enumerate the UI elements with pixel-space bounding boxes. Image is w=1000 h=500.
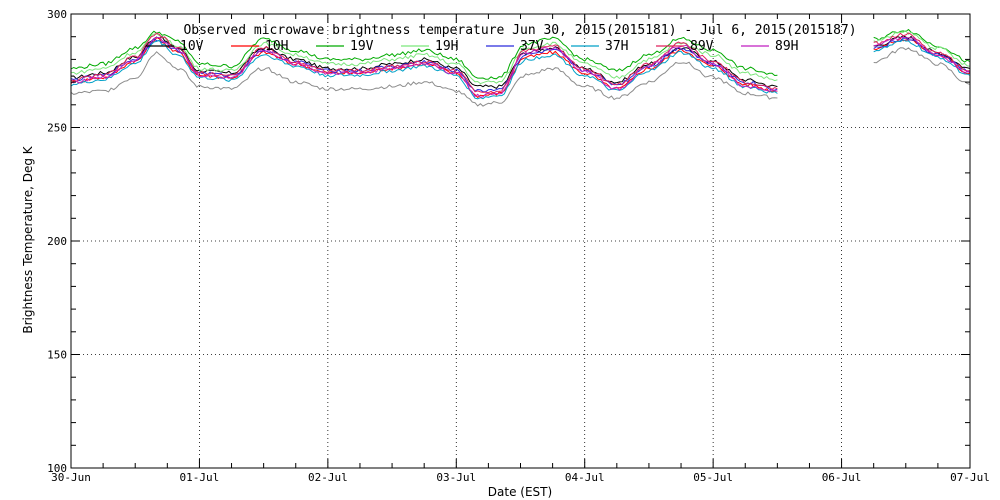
legend-item-37h: 37H <box>571 39 628 54</box>
tick-labels: 100 150 200 250 300 30-Jun 01-Jul 02-Jul 03-Jul 0… <box>47 8 990 484</box>
series-line-19h <box>70 30 971 85</box>
x-tick-label: 05-Jul <box>693 471 733 484</box>
legend-label: 10H <box>265 39 288 54</box>
y-tick-label: 150 <box>47 349 67 362</box>
x-tick-label: 01-Jul <box>180 471 220 484</box>
legend-item-10h: 10H <box>231 39 288 54</box>
x-tick-label: 07-Jul <box>950 471 990 484</box>
x-tick-label: 03-Jul <box>436 471 476 484</box>
x-tick-label: 06-Jul <box>822 471 862 484</box>
series-line-unlabeled <box>70 47 971 107</box>
x-tick-label: 30-Jun <box>51 471 91 484</box>
legend: 10V 10H 19V 19H 37V 37H 89V 89H <box>146 39 798 54</box>
x-tick-label: 04-Jul <box>565 471 605 484</box>
x-axis-title: Date (EST) <box>488 485 552 499</box>
series-line-19v <box>70 28 971 80</box>
grid-lines <box>71 14 970 468</box>
legend-label: 19V <box>350 39 374 54</box>
legend-label: 37H <box>605 39 628 54</box>
series-lines <box>70 28 971 107</box>
legend-item-19v: 19V <box>316 39 374 54</box>
legend-label: 10V <box>180 39 204 54</box>
y-tick-label: 200 <box>47 235 67 248</box>
legend-item-89h: 89H <box>741 39 798 54</box>
legend-label: 19H <box>435 39 458 54</box>
chart-title: Observed microwave brightness temperatur… <box>183 23 856 38</box>
legend-label: 89H <box>775 39 798 54</box>
y-tick-label: 100 <box>47 462 67 475</box>
y-tick-label: 300 <box>47 8 67 21</box>
series-line-89h <box>70 36 971 98</box>
y-tick-label: 250 <box>47 122 67 135</box>
legend-item-89v: 89V <box>656 39 714 54</box>
axis-ticks <box>70 13 971 469</box>
legend-label: 37V <box>520 39 544 54</box>
legend-item-19h: 19H <box>401 39 458 54</box>
legend-item-37v: 37V <box>486 39 544 54</box>
legend-label: 89V <box>690 39 714 54</box>
y-axis-title: Brightness Temperature, Deg K <box>21 145 35 333</box>
x-tick-label: 02-Jul <box>308 471 348 484</box>
legend-item-10v: 10V <box>146 39 204 54</box>
